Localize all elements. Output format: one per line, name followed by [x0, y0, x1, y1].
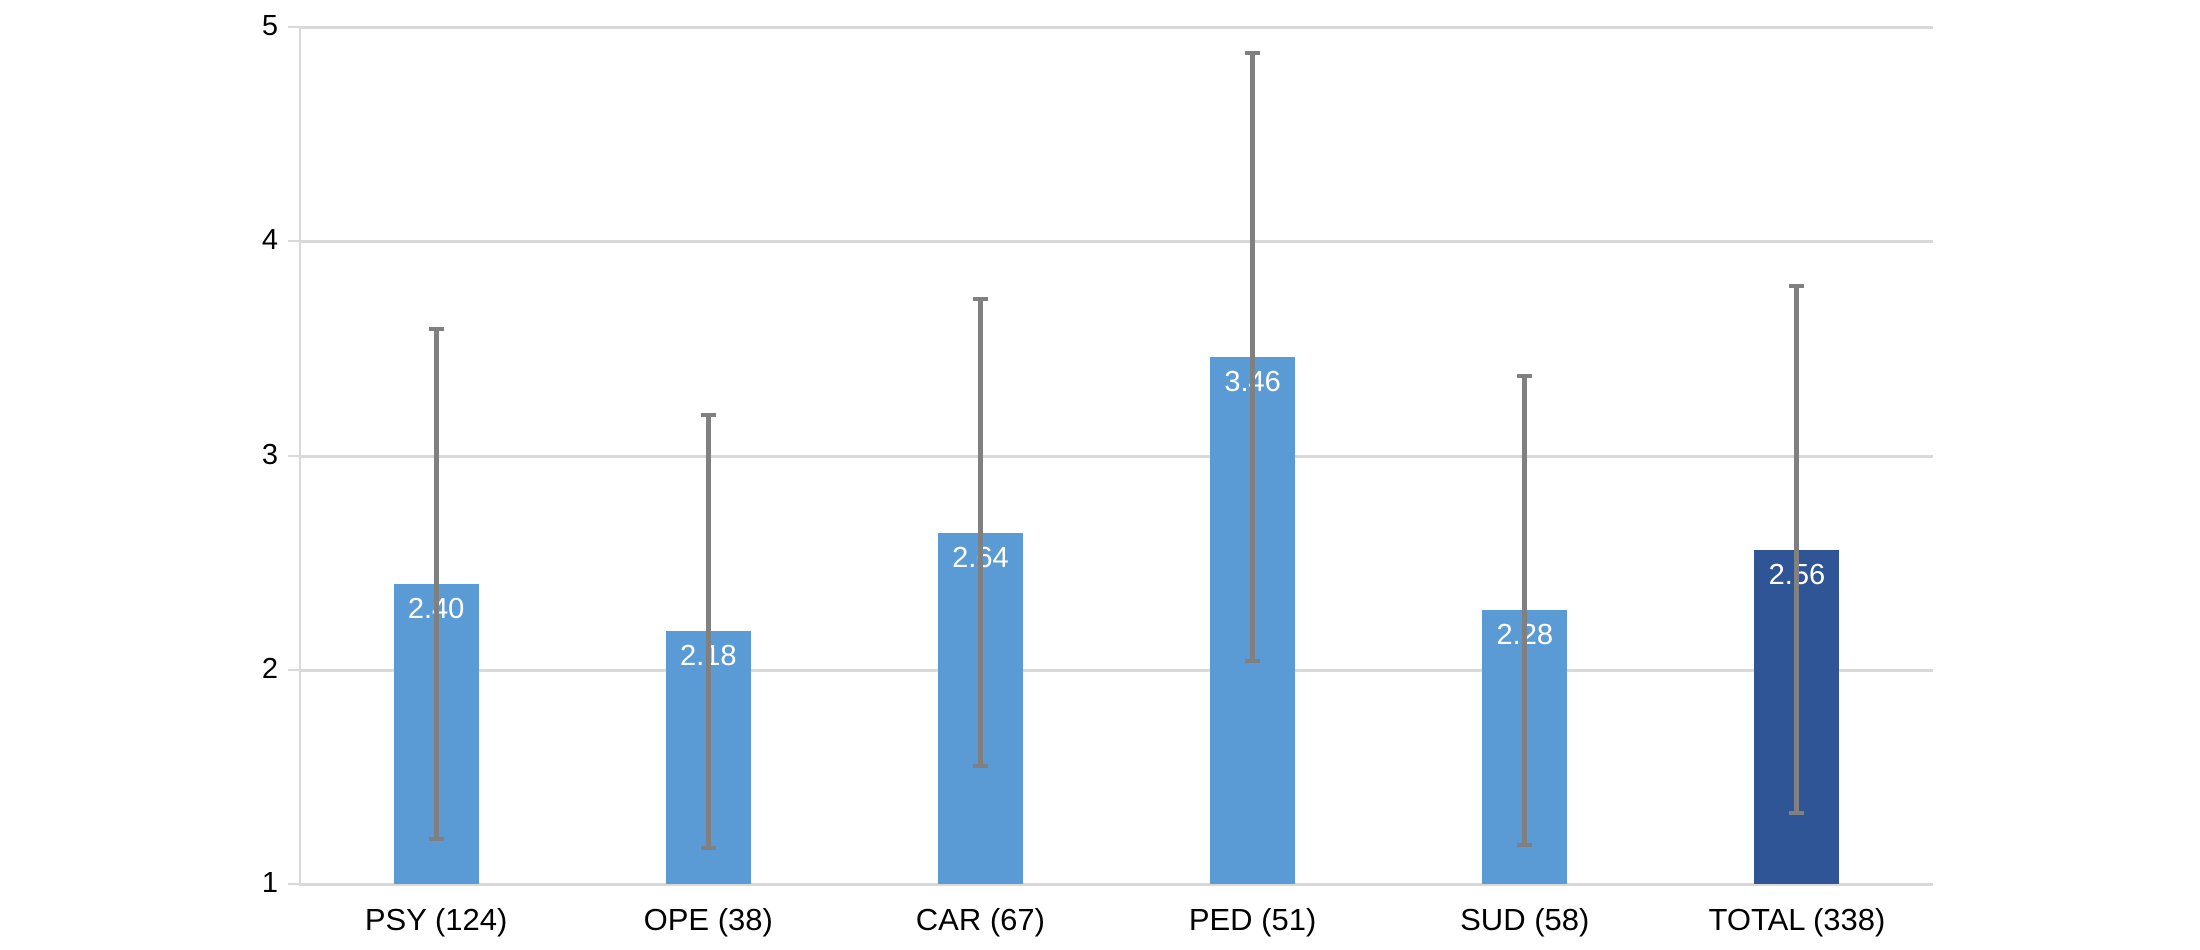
- error-bar-bottom-cap: [1517, 843, 1533, 848]
- y-axis-tick-mark: [288, 240, 300, 243]
- error-bar-line: [433, 329, 439, 839]
- error-bar-top-cap: [972, 297, 988, 302]
- error-bar-bottom-cap: [428, 837, 444, 841]
- error-bar-line: [705, 414, 711, 848]
- y-axis-tick-mark: [288, 454, 300, 457]
- y-axis-tick-mark: [288, 668, 300, 671]
- error-bar-top-cap: [1245, 50, 1261, 55]
- y-axis-tick-label: 4: [261, 224, 278, 257]
- y-axis-tick-mark: [288, 26, 300, 28]
- y-axis-tick-label: 3: [261, 438, 278, 471]
- error-bar-top-cap: [1789, 284, 1805, 289]
- error-bar-bottom-cap: [1245, 659, 1261, 664]
- error-bar-top-cap: [428, 327, 444, 332]
- error-bar-line: [1522, 376, 1528, 846]
- y-axis-tick-mark: [288, 883, 300, 885]
- x-axis-category-label: PSY (124): [364, 902, 508, 937]
- gridline-y-2: [300, 668, 1933, 672]
- gridline-y-3: [300, 454, 1933, 458]
- y-axis-tick-label: 2: [261, 652, 278, 685]
- error-bar-bottom-cap: [1789, 811, 1805, 816]
- error-bar-bottom-cap: [972, 764, 988, 769]
- y-axis-tick-label: 5: [261, 10, 278, 42]
- error-bar-bottom-cap: [700, 845, 716, 850]
- gridline-y-1: [300, 883, 1933, 886]
- x-axis-category-label: OPE (38): [643, 902, 773, 937]
- x-axis-category-label: SUD (58): [1460, 902, 1590, 937]
- x-axis-category-label: CAR (67): [915, 902, 1045, 937]
- gridline-y-5: [300, 26, 1933, 29]
- error-bar-line: [1794, 286, 1800, 814]
- error-bar-line: [977, 299, 983, 767]
- error-bar-top-cap: [700, 412, 716, 417]
- x-axis-category-label: PED (51): [1188, 902, 1317, 937]
- x-axis-category-label: TOTAL (338): [1708, 902, 1886, 937]
- error-bar-top-cap: [1517, 374, 1533, 379]
- y-axis-tick-label: 1: [261, 867, 278, 899]
- gridline-y-4: [300, 240, 1933, 244]
- error-bar-line: [1250, 52, 1256, 662]
- y-axis-line: [299, 27, 301, 886]
